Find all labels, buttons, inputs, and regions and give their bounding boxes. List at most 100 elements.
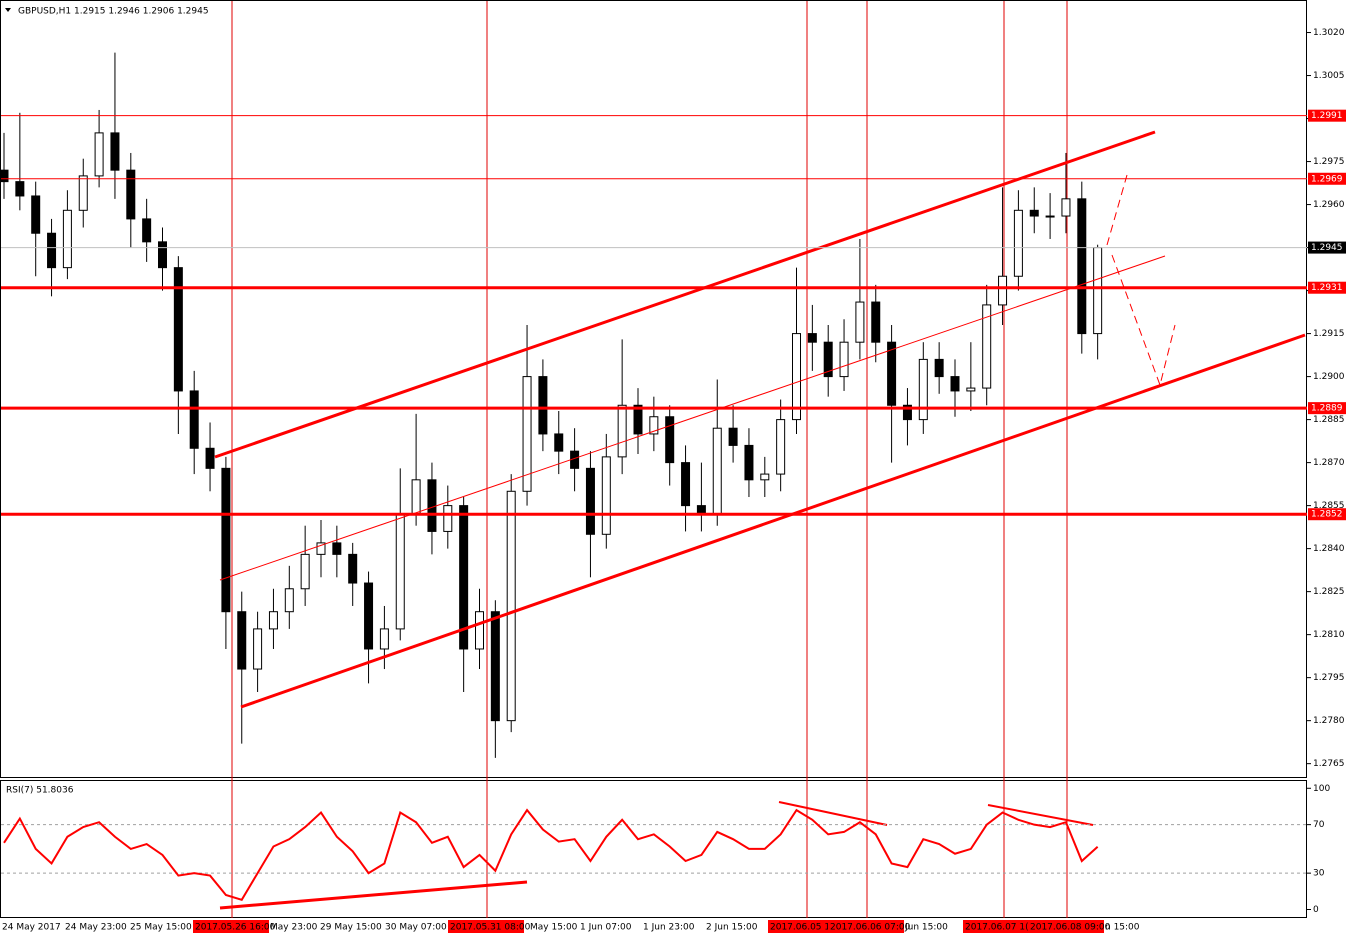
candle-body — [887, 341, 897, 406]
candle-body — [934, 358, 944, 378]
candle-body — [459, 505, 469, 650]
candle-body — [839, 341, 849, 378]
x-label-highlight — [963, 920, 1039, 933]
x-label-highlight — [828, 920, 904, 933]
x-label-highlight — [448, 920, 524, 933]
candle-body — [427, 479, 437, 532]
candle-body — [744, 444, 754, 481]
x-tick-label: 29 May 15:00 — [320, 923, 382, 933]
candle-body — [411, 479, 421, 515]
price-tag-label: 1.2852 — [1311, 510, 1343, 520]
y-tick-label: 1.2885 — [1313, 415, 1345, 425]
y-tick-label: 1.2855 — [1313, 501, 1345, 511]
candle-body — [15, 181, 25, 197]
candle-body — [443, 505, 453, 532]
x-tick-label: 24 May 23:00 — [65, 923, 127, 933]
x-tick-label: 2017.06.07 1( — [965, 923, 1029, 933]
candle-body — [966, 387, 976, 392]
x-tick-label: 2 Jun 15:00 — [706, 923, 758, 933]
y-tick-label: 1.2795 — [1313, 673, 1345, 683]
price-tag-label: 1.2889 — [1311, 404, 1343, 414]
rsi-tick-label: 0 — [1313, 905, 1319, 915]
candle-body — [807, 333, 817, 343]
price-tag-box — [1308, 241, 1346, 254]
candle-body — [585, 467, 595, 535]
price-tag-label: 1.2931 — [1311, 283, 1343, 293]
candle-body — [221, 467, 231, 613]
price-tag: 1.2931 — [1308, 281, 1346, 294]
candle-body — [1029, 209, 1039, 217]
candle-body — [918, 358, 928, 421]
candle-body — [300, 553, 310, 590]
y-tick-label: 1.2810 — [1313, 630, 1345, 640]
price-tag: 1.2969 — [1308, 172, 1346, 185]
candle-body — [823, 341, 833, 378]
candle-body — [617, 404, 627, 458]
candle-body — [633, 404, 643, 435]
candle-body — [902, 404, 912, 421]
rsi-line — [3, 808, 1099, 902]
candles — [0, 52, 1103, 758]
x-tick-label: Jun 15:00 — [904, 923, 948, 933]
candle-body — [379, 628, 389, 650]
price-tag: 1.2852 — [1308, 508, 1346, 521]
x-tick-label: 24 May 2017 — [2, 923, 61, 933]
price-tag-box — [1308, 172, 1346, 185]
x-tick-label: 2017.05.31 08:00 — [450, 923, 531, 933]
candle-body — [0, 169, 9, 183]
price-tag: 1.2889 — [1308, 402, 1346, 415]
candle-body — [126, 169, 136, 220]
candle-body — [792, 333, 801, 421]
price-tag-box — [1308, 281, 1346, 294]
y-tick-label: 1.2975 — [1313, 157, 1345, 167]
y-tick-label: 1.2915 — [1313, 329, 1345, 339]
candle-body — [649, 416, 659, 435]
candle-body — [253, 628, 263, 670]
price-tag-label: 1.2991 — [1311, 111, 1343, 121]
x-tick-label: 2017.06.05 1( — [770, 923, 834, 933]
rsi-tick-label: 70 — [1313, 820, 1325, 830]
chart-title: GBPUSD,H1 1.2915 1.2946 1.2906 1.2945 — [18, 7, 209, 17]
candle-body — [728, 427, 738, 446]
indicator-label: RSI(7) 51.8036 — [6, 786, 74, 796]
x-tick-label: 25 May 15:00 — [130, 923, 192, 933]
candle-body — [776, 419, 786, 475]
x-label-highlight — [1028, 920, 1104, 933]
x-tick-label: n 15:00 — [1105, 923, 1140, 933]
candle-body — [490, 611, 500, 722]
price-tag: 1.2945 — [1308, 241, 1346, 254]
candle-body — [855, 301, 865, 343]
y-tick-label: 1.2825 — [1313, 587, 1345, 597]
candle-body — [268, 611, 278, 630]
candle-body — [189, 390, 199, 449]
y-tick-label: 1.2840 — [1313, 544, 1345, 554]
y-tick-label: 1.2780 — [1313, 716, 1345, 726]
y-tick-label: 1.2900 — [1313, 372, 1345, 382]
candle-body — [712, 427, 722, 515]
candle-body — [142, 218, 152, 243]
x-tick-label: 1 Jun 07:00 — [580, 923, 632, 933]
candle-body — [506, 490, 516, 722]
y-tick-label: 1.3005 — [1313, 71, 1345, 81]
candle-body — [173, 267, 183, 392]
candle-body — [110, 132, 120, 171]
candle-body — [871, 301, 881, 343]
candle-body — [316, 542, 326, 555]
candle-body — [78, 175, 88, 211]
price-tag-label: 1.2945 — [1311, 243, 1343, 253]
candle-body — [554, 433, 564, 452]
price-tag-box — [1308, 508, 1346, 521]
x-tick-label: 1 Jun 23:00 — [643, 923, 695, 933]
title-icon — [5, 8, 11, 12]
candle-body — [284, 588, 294, 613]
x-tick-label: 2017.06.06 07:00 — [830, 923, 911, 933]
candle-body — [1077, 198, 1087, 335]
candle-body — [950, 376, 960, 392]
candle-body — [31, 195, 41, 234]
vertical-lines — [231, 1, 1068, 918]
price-tag-label: 1.2969 — [1311, 174, 1343, 184]
candle-body — [237, 611, 247, 670]
x-tick-label: 2017.05.26 16:00 — [195, 923, 276, 933]
candle-body — [62, 209, 72, 269]
x-label-highlight — [193, 920, 269, 933]
